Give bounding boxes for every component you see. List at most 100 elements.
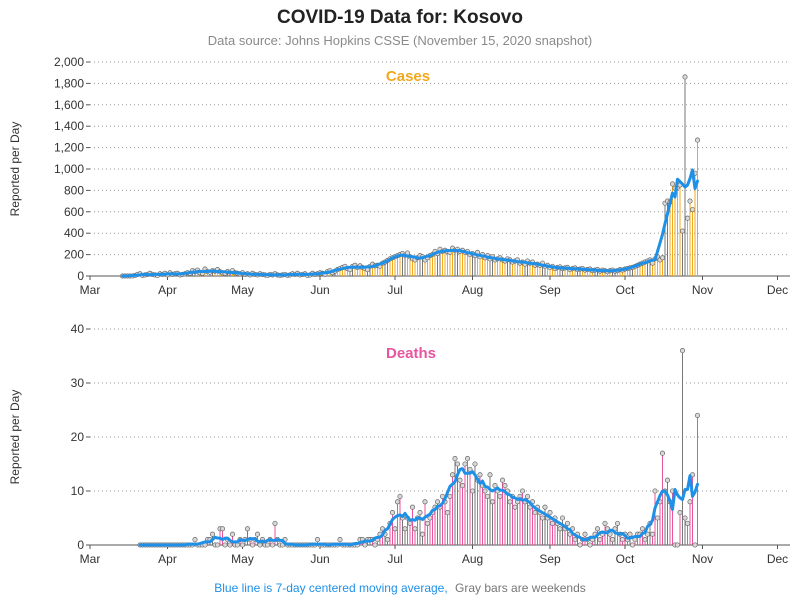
deaths-point: [392, 526, 398, 532]
deaths-point: [587, 542, 593, 548]
cases-y-tick-label: 600: [64, 205, 84, 219]
cases-point: [694, 137, 701, 143]
deaths-x-tick-label: Aug: [462, 552, 483, 566]
deaths-x-tick-label: Jul: [387, 552, 402, 566]
deaths-point: [502, 483, 508, 489]
deaths-point: [209, 531, 216, 537]
cases-y-tick-label: 1,000: [54, 162, 84, 176]
deaths-point: [459, 483, 466, 489]
cases-y-tick-label: 400: [64, 226, 84, 240]
deaths-point: [214, 542, 221, 548]
deaths-point: [447, 493, 453, 499]
deaths-point: [549, 520, 556, 526]
deaths-point: [602, 520, 608, 526]
deaths-point: [572, 537, 578, 543]
deaths-panel-title: Deaths: [386, 345, 436, 362]
deaths-point: [557, 526, 563, 532]
deaths-point: [547, 510, 553, 516]
deaths-panel: Deaths Reported per Day 0 10 20 30 40 Mar Apr M…: [8, 322, 790, 566]
deaths-point: [397, 493, 403, 499]
deaths-point: [497, 493, 503, 499]
deaths-point: [619, 537, 626, 543]
deaths-point: [412, 526, 418, 532]
deaths-point: [577, 542, 583, 548]
deaths-point: [564, 520, 571, 526]
deaths-point: [684, 520, 691, 526]
deaths-point: [507, 499, 513, 505]
deaths-point: [482, 488, 488, 494]
cases-panel-title: Cases: [386, 68, 430, 85]
deaths-point: [362, 542, 368, 548]
cases-y-tick-label: 1,400: [54, 119, 84, 133]
deaths-point: [609, 537, 616, 543]
cases-y-tick-label: 1,200: [54, 141, 84, 155]
deaths-point: [687, 499, 693, 505]
deaths-point: [457, 477, 463, 483]
deaths-point: [434, 499, 441, 505]
deaths-point: [614, 520, 621, 526]
deaths-point: [229, 531, 236, 537]
deaths-y-axis-label: Reported per Day: [8, 390, 22, 485]
deaths-point: [629, 542, 636, 548]
deaths-point: [192, 537, 198, 543]
deaths-point: [559, 515, 566, 521]
cases-point: [687, 198, 693, 204]
deaths-point: [484, 493, 491, 499]
cases-moving-average-line: [121, 168, 699, 278]
deaths-point: [449, 472, 456, 478]
cases-point: [679, 228, 686, 234]
deaths-point: [444, 510, 451, 516]
deaths-point: [402, 526, 408, 532]
cases-point: [684, 215, 691, 221]
cases-point: [682, 74, 688, 80]
deaths-point: [677, 510, 683, 516]
deaths-point: [264, 542, 271, 548]
deaths-point: [227, 542, 233, 548]
deaths-point: [682, 515, 688, 521]
deaths-y-tick-label: 30: [71, 376, 85, 390]
deaths-point: [664, 477, 671, 483]
deaths-point: [389, 510, 396, 516]
deaths-point: [519, 488, 526, 494]
deaths-point: [419, 531, 426, 537]
deaths-point: [679, 348, 686, 354]
deaths-point: [512, 504, 518, 510]
deaths-point: [489, 499, 496, 505]
cases-x-tick-label: Aug: [462, 283, 483, 297]
deaths-point: [219, 526, 226, 532]
deaths-point: [254, 531, 261, 537]
cases-x-tick-label: Mar: [80, 283, 101, 297]
deaths-point: [652, 488, 658, 494]
cases-y-tick-label: 0: [77, 269, 84, 283]
deaths-point: [244, 526, 251, 532]
cases-x-tick-label: Apr: [158, 283, 177, 297]
cases-panel: Cases Reported per Day 0 200 400 600 800 1,00…: [8, 55, 790, 297]
deaths-point: [477, 472, 483, 478]
deaths-point: [422, 499, 428, 505]
deaths-point: [464, 456, 471, 462]
deaths-y-tick-label: 40: [71, 322, 85, 336]
deaths-point: [539, 515, 546, 521]
cases-x-tick-label: Oct: [616, 283, 635, 297]
deaths-point: [337, 537, 343, 543]
deaths-point: [454, 461, 461, 467]
cases-y-tick-label: 1,800: [54, 76, 84, 90]
cases-x-tick-label: Sep: [539, 283, 561, 297]
deaths-point: [499, 477, 506, 483]
deaths-point: [239, 542, 246, 548]
deaths-point: [694, 412, 701, 418]
deaths-moving-average-line: [138, 467, 699, 547]
deaths-point: [394, 499, 401, 505]
deaths-x-tick-label: Apr: [158, 552, 177, 566]
cases-x-tick-label: Jul: [387, 283, 402, 297]
deaths-point: [597, 537, 603, 543]
cases-x-tick-label: Dec: [767, 283, 788, 297]
deaths-x-tick-label: Jun: [310, 552, 329, 566]
deaths-point: [692, 542, 698, 548]
cases-point: [689, 207, 696, 213]
deaths-point: [222, 542, 228, 548]
deaths-point: [234, 542, 241, 548]
deaths-point: [594, 526, 601, 532]
deaths-point: [424, 520, 431, 526]
deaths-point: [627, 531, 633, 537]
